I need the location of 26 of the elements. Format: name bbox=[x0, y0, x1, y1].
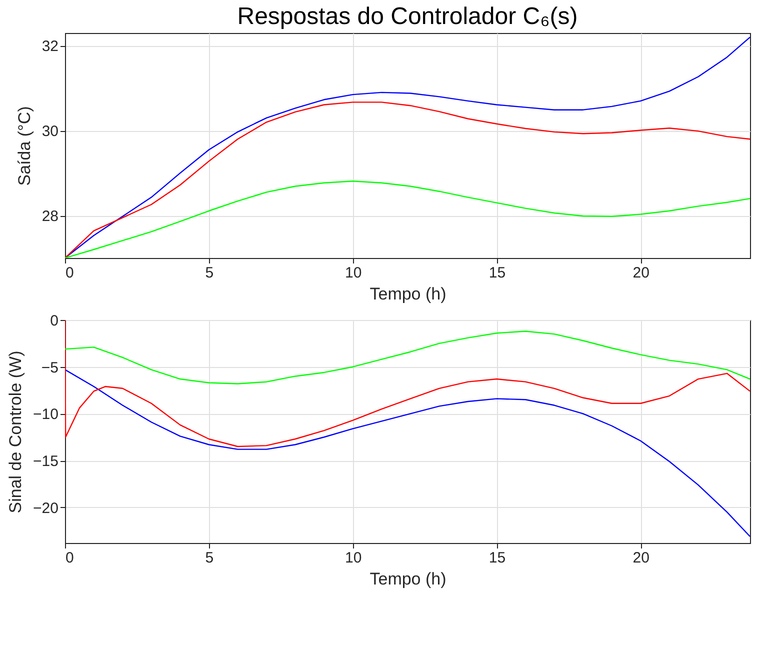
x-tick-label: 20 bbox=[632, 264, 650, 282]
x-tick-label: 0 bbox=[66, 550, 74, 566]
x-tick-label: 10 bbox=[344, 264, 362, 282]
x-tick-label: 0 bbox=[66, 264, 74, 282]
x-axis-title: Tempo (h) bbox=[370, 284, 446, 304]
y-tick-label: 32 bbox=[42, 38, 58, 56]
x-tick-label: 20 bbox=[632, 550, 650, 566]
y-tick-label: −10 bbox=[33, 406, 58, 424]
y-axis-title: Sinal de Controle (W) bbox=[6, 350, 26, 514]
y-tick-label: 0 bbox=[50, 312, 58, 330]
x-tick-label: 5 bbox=[205, 550, 214, 566]
line-series bbox=[65, 320, 750, 448]
y-tick-label: −5 bbox=[41, 359, 58, 376]
y-tick-label: 30 bbox=[42, 123, 58, 140]
x-tick-label: 10 bbox=[344, 550, 362, 566]
y-tick-label: −20 bbox=[33, 500, 58, 517]
y-tick-label: −15 bbox=[33, 453, 58, 470]
x-axis-title: Tempo (h) bbox=[370, 570, 446, 588]
y-tick-label: 28 bbox=[42, 208, 58, 226]
x-tick-label: 15 bbox=[488, 264, 506, 282]
x-tick-label: 15 bbox=[488, 550, 506, 566]
y-axis-title: Saída (°C) bbox=[14, 106, 34, 186]
x-tick-label: 5 bbox=[205, 264, 214, 282]
line-series bbox=[65, 369, 750, 538]
line-series bbox=[65, 330, 750, 384]
chart-title: Respostas do Controlador C₆(s) bbox=[237, 3, 578, 30]
